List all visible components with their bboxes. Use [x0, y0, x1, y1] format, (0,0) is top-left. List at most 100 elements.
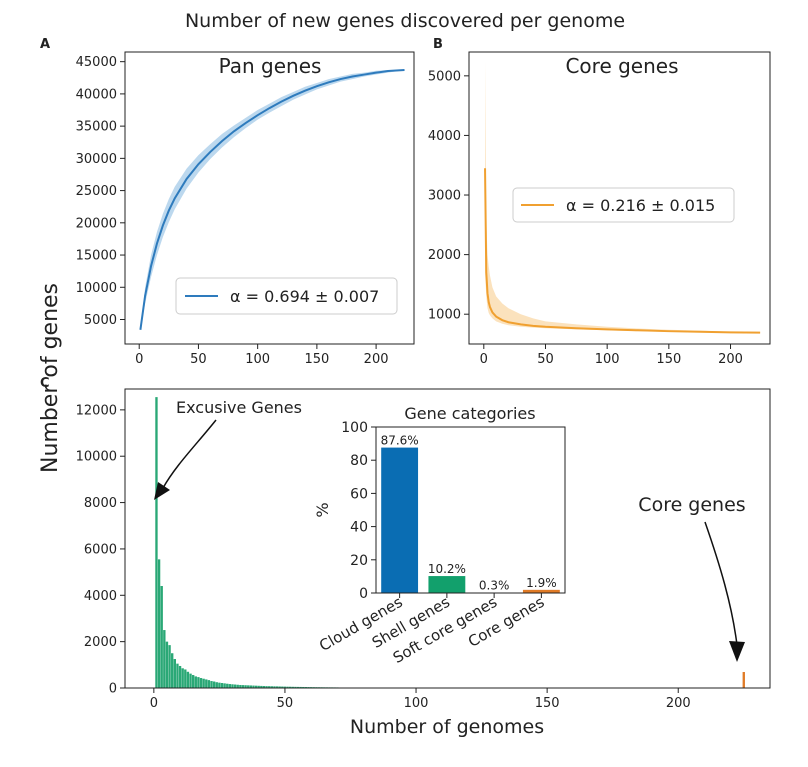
panel-a-title: Pan genes — [219, 54, 322, 78]
panel-c-xtick-label-1: 50 — [277, 696, 294, 711]
histogram-bar-53 — [294, 686, 297, 688]
histogram-bar-19 — [205, 679, 208, 688]
panel-c-ytick-label-1: 2000 — [84, 635, 117, 650]
panel-b-xtick-label-1: 50 — [537, 352, 554, 367]
panel-b-core-genes: 0 50 100 150 200 1000 2000 3000 4000 5000 B Core ge… — [428, 37, 771, 367]
inset-ytick-label-3: 60 — [350, 486, 368, 502]
histogram-bar-52 — [291, 686, 294, 688]
histogram-bar-1 — [157, 559, 161, 688]
histogram-bar-41 — [262, 686, 266, 688]
histogram-bar-32 — [239, 684, 242, 688]
histogram-bar-27 — [226, 683, 229, 688]
histogram-bar-51 — [289, 686, 292, 688]
core-series-line — [484, 168, 761, 334]
histogram-bar-42 — [265, 686, 268, 688]
histogram-bar-70 — [742, 672, 745, 688]
histogram-bar-5 — [168, 645, 171, 688]
panel-a-xtick-label-3: 150 — [304, 352, 329, 367]
panel-a-xtick-label-4: 200 — [364, 352, 389, 367]
panel-c-ytick-label-0: 0 — [109, 682, 117, 697]
annotation-core-arrowhead — [729, 641, 745, 662]
panel-c-axes-frame — [124, 388, 771, 689]
histogram-bar-13 — [189, 673, 192, 688]
panel-b-ytick-label-0: 1000 — [428, 308, 461, 323]
panel-c-ytick-label-2: 4000 — [84, 589, 117, 604]
annotation-exclusive-arrow — [162, 419, 217, 489]
inset-data-label-0: 87.6% — [381, 434, 419, 448]
inset-ytick-label-2: 40 — [350, 520, 368, 536]
panel-a-ytick-label-1: 10000 — [76, 281, 117, 296]
panel-b-ytick-label-1: 2000 — [428, 248, 461, 263]
inset-bar-0 — [381, 447, 419, 593]
panel-a-ytick-label-3: 20000 — [76, 216, 117, 231]
histogram-bar-25 — [220, 683, 224, 688]
panel-a-legend-label: α = 0.694 ± 0.007 — [230, 287, 379, 306]
histogram-bar-12 — [186, 671, 190, 688]
histogram-bar-6 — [171, 653, 174, 688]
inset-bar-1 — [428, 576, 466, 593]
panel-a-ytick-label-4: 25000 — [76, 184, 117, 199]
histogram-bar-30 — [233, 684, 237, 688]
panel-b-xtick-label-3: 150 — [656, 352, 681, 367]
inset-ylabel: % — [313, 502, 332, 517]
panel-a-axes-frame — [124, 51, 415, 345]
histogram-bar-31 — [236, 684, 239, 688]
histogram-bar-16 — [197, 677, 200, 688]
histogram-bar-39 — [257, 685, 260, 688]
panel-a-ytick-label-6: 35000 — [76, 120, 117, 135]
histogram-bar-50 — [286, 686, 289, 688]
panel-a-ytick-label-7: 40000 — [76, 87, 117, 102]
histogram-bar-47 — [278, 686, 281, 688]
annotation-core-arrow — [704, 521, 738, 646]
histogram-bar-22 — [212, 681, 216, 688]
inset-data-label-1: 10.2% — [428, 562, 466, 576]
panel-a-xtick-label-0: 0 — [135, 352, 143, 367]
histogram-bar-55 — [299, 686, 302, 688]
histogram-bar-18 — [202, 678, 205, 688]
panel-a-pan-genes: 0 50 100 150 200 5000 10000 15000 20000 25000 3000… — [40, 37, 415, 367]
inset-data-label-3: 1.9% — [526, 576, 557, 590]
annotation-exclusive-arrowhead — [154, 482, 170, 500]
panel-a-legend-box — [175, 277, 398, 315]
panel-c-ytick-label-4: 8000 — [84, 496, 117, 511]
panel-c-ytick-label-5: 10000 — [76, 450, 117, 465]
panel-c-xtick-label-0: 0 — [150, 696, 158, 711]
histogram-bar-15 — [194, 676, 197, 688]
histogram-bar-23 — [215, 682, 218, 688]
histogram-bar-7 — [173, 659, 176, 688]
panel-b-legend-box — [512, 187, 735, 223]
histogram-bar-28 — [228, 684, 232, 688]
histogram-bar-40 — [260, 685, 263, 688]
panel-b-legend-label: α = 0.216 ± 0.015 — [566, 196, 715, 215]
histogram-bar-56 — [302, 686, 305, 688]
panel-b-xtick-label-2: 100 — [595, 352, 620, 367]
figure-title: Number of new genes discovered per genom… — [185, 10, 625, 32]
panel-c-letter: C — [40, 376, 50, 391]
panel-a-ytick-label-0: 5000 — [84, 313, 117, 328]
histogram-bar-21 — [210, 681, 213, 688]
histogram-bar-0 — [155, 397, 158, 688]
panel-a-ytick-label-5: 30000 — [76, 152, 117, 167]
panel-a-xtick-label-2: 100 — [245, 352, 270, 367]
panel-a-ytick-label-2: 15000 — [76, 249, 117, 264]
histogram-bar-4 — [165, 641, 169, 688]
panel-b-letter: B — [433, 37, 443, 52]
histogram-bar-26 — [223, 683, 226, 688]
histogram-bar-29 — [231, 684, 234, 688]
histogram-bar-14 — [191, 675, 195, 688]
histogram-bar-38 — [254, 685, 258, 688]
histogram-bar-45 — [273, 686, 276, 688]
histogram-bar-8 — [176, 663, 179, 688]
histogram-bar-54 — [296, 686, 300, 688]
histogram-bar-24 — [218, 682, 221, 688]
panel-b-ytick-label-4: 5000 — [428, 69, 461, 84]
inset-ytick-label-5: 100 — [341, 420, 368, 436]
histogram-bar-44 — [270, 686, 274, 688]
panel-c-xlabel: Number of genomes — [350, 716, 544, 738]
panel-c-histogram: 0 50 100 150 200020004000600080001000012000C… — [40, 376, 771, 738]
panel-a-ytick-label-8: 45000 — [76, 55, 117, 70]
panel-b-ytick-label-3: 4000 — [428, 129, 461, 144]
histogram-bar-3 — [163, 630, 166, 688]
panel-a-xtick-label-1: 50 — [190, 352, 207, 367]
